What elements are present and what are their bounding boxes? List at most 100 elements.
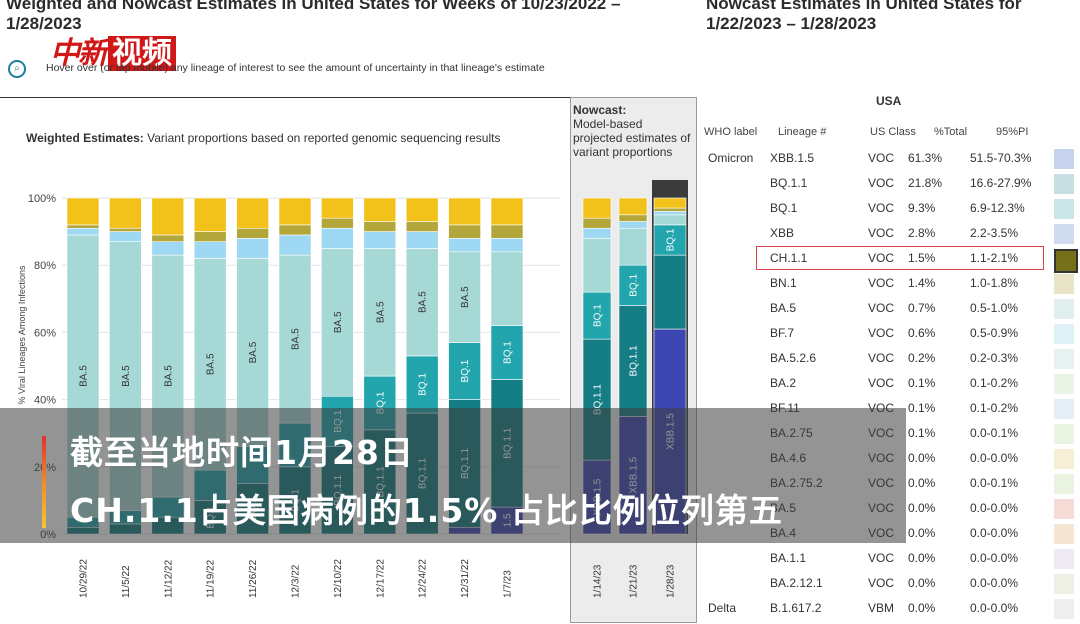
bar-label: BQ.1 [375,391,386,414]
table-row[interactable]: BA.2 VOC 0.1% 0.1-0.2% [704,372,1080,397]
table-row[interactable]: BQ.1 VOC 9.3% 6.9-12.3% [704,197,1080,222]
cell-lineage: BQ.1.1 [770,176,808,190]
cell-pi: 0.1-0.2% [970,401,1019,415]
cell-us-class: VOC [868,576,895,590]
bar-segment [109,231,142,242]
header-pi: 95%PI [996,126,1029,138]
bar-segment [321,248,354,397]
bar-segment [66,224,100,229]
bar-label: BA.5 [291,328,302,350]
table-row[interactable]: BA.5.2.6 VOC 0.2% 0.2-0.3% [704,347,1080,372]
header-total: %Total [934,126,968,138]
bar-segment [490,224,524,239]
cell-us-class: VOC [868,276,895,290]
cell-us-class: VOC [868,376,895,390]
bar-segment [448,238,481,253]
bar-segment [278,254,312,424]
cell-pi: 0.0-0.0% [970,601,1019,615]
cell-total: 0.0% [908,451,936,465]
bar-segment [405,355,439,414]
bar-segment [582,217,612,229]
y-tick-label: 80% [34,260,56,272]
news-logo: 中新 视频 [50,28,176,72]
nowcast-title-bold: Nowcast: [573,103,627,117]
bar-segment [653,211,687,216]
bar-label: BQ.1 [503,341,514,364]
bar-segment [278,197,312,226]
hover-hint-text: Hover over (or tap mobile) any lineage o… [46,62,545,74]
cell-total: 1.5% [908,251,936,265]
table-row[interactable]: BA.5 VOC 0.7% 0.5-1.0% [704,297,1080,322]
bar-segment [151,234,185,242]
bar-segment [405,231,439,249]
table-row[interactable]: Delta B.1.617.2 VBM 0.0% 0.0-0.0% [704,597,1080,622]
color-swatch [1054,149,1074,169]
table-row[interactable]: XBB VOC 2.8% 2.2-3.5% [704,222,1080,247]
bar-label: BA.5 [121,365,132,387]
cell-total: 0.7% [908,301,936,315]
header-who-label: WHO label [704,126,758,138]
table-row[interactable]: BN.1 VOC 1.4% 1.0-1.8% [704,272,1080,297]
hover-hint-icon: ⌕ [8,60,26,78]
bar-segment [151,197,185,236]
bar-label: BQ.1 [418,373,429,396]
table-row[interactable]: BA.2.12.1 VOC 0.0% 0.0-0.0% [704,572,1080,597]
bar-segment [363,221,397,232]
table-row[interactable]: BA.1.1 VOC 0.0% 0.0-0.0% [704,547,1080,572]
cell-pi: 0.0-0.0% [970,576,1019,590]
header-us-class: US Class [870,126,916,138]
right-panel-title: Nowcast Estimates in United States for 1… [706,0,1022,33]
weighted-title-bold: Weighted Estimates: [26,131,144,145]
x-tick-label: 11/12/22 [163,559,174,598]
nowcast-title-rest: Model-based projected estimates of varia… [573,117,691,159]
bar-segment [582,238,612,293]
cell-lineage: BF.7 [770,326,795,340]
table-row[interactable]: CH.1.1 VOC 1.5% 1.1-2.1% [704,247,1080,273]
color-swatch [1054,424,1074,444]
bar-segment [618,227,648,266]
cell-us-class: VOC [868,251,895,265]
x-tick-label: 11/5/22 [121,565,132,598]
color-swatch [1054,224,1074,244]
table-row[interactable]: BF.7 VOC 0.6% 0.5-0.9% [704,322,1080,347]
bar-label: BA.5 [163,365,174,387]
cell-total: 0.1% [908,401,936,415]
left-panel-title: Weighted and Nowcast Estimates in United… [6,0,621,33]
table-row[interactable]: BQ.1.1 VOC 21.8% 16.6-27.9% [704,172,1080,197]
bar-segment [363,197,397,222]
bar-segment [363,231,397,249]
cell-pi: 6.9-12.3% [970,201,1025,215]
cell-us-class: VOC [868,226,895,240]
bar-label: BA.5 [79,365,90,387]
cell-pi: 16.6-27.9% [970,176,1032,190]
bar-segment [405,248,439,357]
bar-label: BQ.1 [593,304,604,327]
nowcast-title: Nowcast: Model-based projected estimates … [573,103,695,159]
bar-label: BA.5 [206,353,217,375]
color-swatch [1054,324,1074,344]
caption-line-1: 截至当地时间1月28日 [70,433,414,472]
cell-us-class: VOC [868,176,895,190]
cell-lineage: BQ.1 [770,201,798,215]
bar-segment [193,197,227,232]
color-swatch [1054,249,1078,273]
cell-us-class: VOC [868,201,895,215]
cell-us-class: VBM [868,601,895,615]
cell-us-class: VOC [868,351,895,365]
bar-segment [653,224,687,256]
color-swatch [1054,349,1074,369]
cell-total: 0.0% [908,501,936,515]
x-tick-label: 12/31/22 [460,559,471,598]
cell-pi: 0.1-0.2% [970,376,1019,390]
logo-box: 视频 [108,36,176,71]
x-tick-label: 1/21/23 [629,564,640,598]
logo-text: 中新 [50,36,108,71]
cell-pi: 0.0-0.1% [970,476,1019,490]
cell-pi: 0.0-0.0% [970,451,1019,465]
cell-us-class: VOC [868,301,895,315]
table-row[interactable]: Omicron XBB.1.5 VOC 61.3% 51.5-70.3% [704,147,1080,172]
caption-accent-bar [42,436,46,528]
y-tick-label: 60% [34,327,56,339]
color-swatch [1054,199,1074,219]
bar-segment [151,241,185,256]
